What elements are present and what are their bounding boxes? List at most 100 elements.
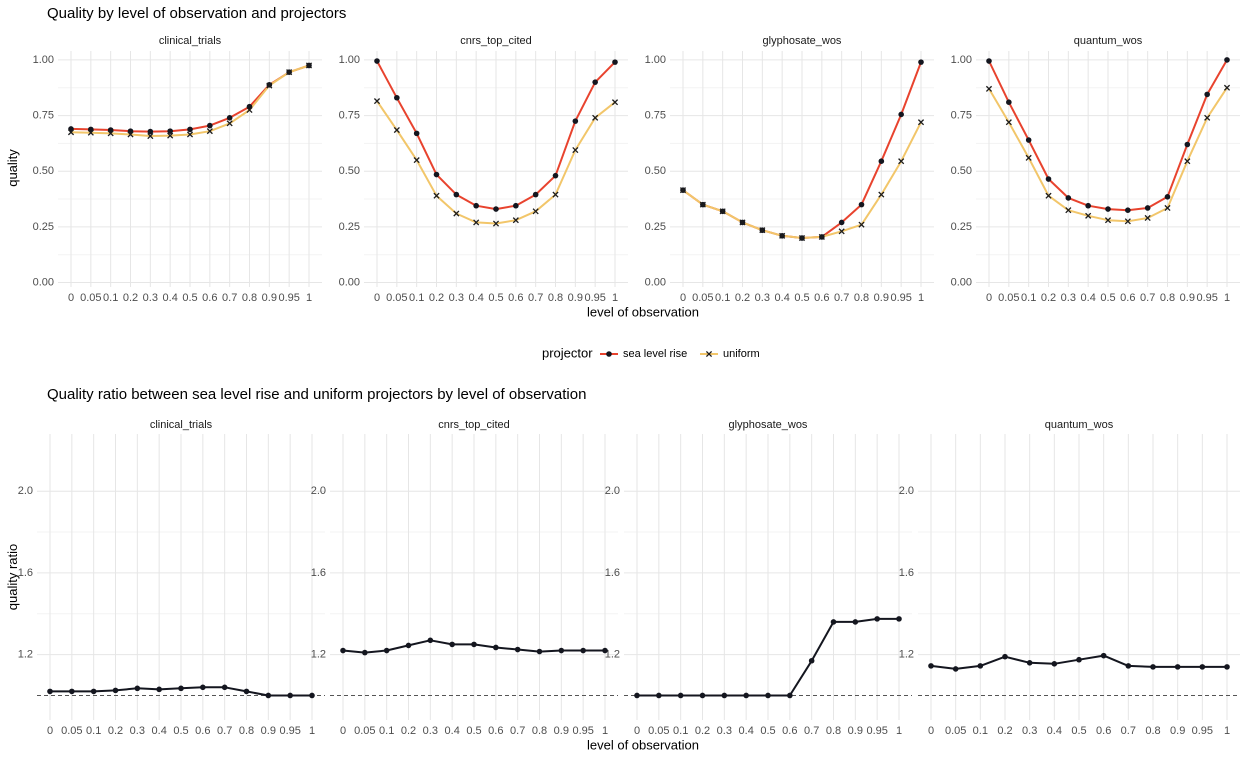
bottom-glyphosate-wos-x-tick-label: 0.4 [739,725,754,737]
bottom-cnrs-top-cited-x-tick-label: 0.4 [445,725,460,737]
data-point-clinical-trials-ratio [265,692,272,699]
top-glyphosate-wos-x-tick-label: 0.1 [715,292,730,304]
data-point-clinical-trials-uniform [206,128,213,135]
data-point-glyphosate-wos-uniform [917,119,925,126]
bottom-quantum-wos-x-tick-label: 0.4 [1047,725,1062,737]
bottom-glyphosate-wos-y-tick-label: 2.0 [605,485,620,497]
data-point-cnrs-top-cited-ratio [536,648,543,655]
bottom-glyphosate-wos-x-tick-label: 0.3 [717,725,732,737]
data-point-quantum-wos-ratio [928,663,934,669]
bottom-clinical-trials-x-tick-label: 0 [47,725,53,737]
top-clinical-trials-x-tick-label: 0 [68,292,74,304]
top-quantum-wos-y-tick-label: 0.00 [951,276,972,288]
data-point-clinical-trials-ratio [90,688,97,695]
data-point-clinical-trials-sea-level-rise [207,122,213,129]
top-glyphosate-wos-x-tick-label: 0.7 [834,292,849,304]
data-point-glyphosate-wos-uniform [818,233,825,240]
data-point-cnrs-top-cited-ratio [383,647,390,654]
top-clinical-trials-y-tick-label: 0.00 [33,276,54,288]
data-point-glyphosate-wos-uniform [838,228,845,235]
top-quantum-wos-x-tick-label: 0.05 [998,292,1019,304]
bottom-quantum-wos-y-tick-label: 1.2 [899,649,914,661]
top-facet-title-quantum-wos: quantum_wos [1074,35,1143,47]
top-glyphosate-wos-x-tick-label: 0.2 [735,292,750,304]
top-glyphosate-wos-x-tick-label: 0.8 [854,292,869,304]
data-point-glyphosate-wos-ratio [721,692,728,699]
data-point-clinical-trials-uniform [226,120,233,127]
data-point-quantum-wos-ratio [1174,664,1181,670]
data-point-cnrs-top-cited-sea-level-rise [453,191,460,198]
data-point-cnrs-top-cited-uniform [592,114,599,121]
data-point-glyphosate-wos-uniform [779,232,786,239]
data-point-cnrs-top-cited-ratio [449,641,455,648]
bottom-clinical-trials-x-tick-label: 0.05 [61,725,82,737]
bottom-cnrs-top-cited-x-tick-label: 0.6 [488,725,503,737]
top-quantum-wos-x-tick-label: 0.9 [1180,292,1195,304]
bottom-quantum-wos-x-tick-label: 0.5 [1071,725,1086,737]
bottom-cnrs-top-cited-x-tick-label: 1 [602,725,608,737]
bottom-cnrs-top-cited-x-tick-label: 0.1 [379,725,394,737]
data-point-quantum-wos-sea-level-rise [1144,205,1151,211]
top-cnrs-top-cited-x-tick-label: 0.2 [429,292,444,304]
data-point-cnrs-top-cited-uniform [512,217,519,224]
bottom-x-axis-label: level of observation [587,737,699,752]
top-quantum-wos-x-tick-label: 0.7 [1140,292,1155,304]
top-cnrs-top-cited-x-tick-label: 0.7 [528,292,543,304]
data-point-glyphosate-wos-ratio [634,692,640,699]
top-clinical-trials-y-tick-label: 0.75 [33,109,54,121]
top-glyphosate-wos-x-tick-label: 0.3 [755,292,770,304]
legend-items: sea level rise uniform [600,348,760,360]
data-point-glyphosate-wos-uniform [878,191,885,198]
data-point-quantum-wos-uniform [1124,218,1131,225]
data-point-quantum-wos-sea-level-rise [986,58,992,64]
data-point-quantum-wos-uniform [985,85,993,92]
top-cnrs-top-cited-x-tick-label: 0.8 [548,292,563,304]
data-point-cnrs-top-cited-uniform [532,208,539,215]
data-point-clinical-trials-ratio [221,684,228,691]
data-point-glyphosate-wos-ratio [656,692,662,699]
bottom-facet-title-quantum-wos: quantum_wos [1045,419,1114,431]
data-point-quantum-wos-sea-level-rise [1045,176,1052,182]
bottom-clinical-trials-y-tick-label: 2.0 [18,485,33,497]
bottom-quantum-wos-x-tick-label: 0.3 [1022,725,1037,737]
data-point-clinical-trials-ratio [69,688,75,695]
data-point-cnrs-top-cited-sea-level-rise [612,59,618,65]
data-point-clinical-trials-uniform [286,69,293,76]
data-point-glyphosate-wos-sea-level-rise [898,111,904,118]
data-point-clinical-trials-uniform [127,131,134,138]
data-point-cnrs-top-cited-uniform [433,192,440,199]
bottom-glyphosate-wos-x-tick-label: 0.9 [848,725,863,737]
top-cnrs-top-cited-x-tick-label: 1 [612,292,618,304]
data-point-quantum-wos-ratio [1051,661,1058,667]
data-point-clinical-trials-ratio [112,687,119,694]
data-point-cnrs-top-cited-ratio [602,647,608,654]
top-quantum-wos-y-tick-label: 0.75 [951,109,972,121]
top-clinical-trials-x-tick-label: 0.4 [163,292,178,304]
bottom-chart-marks [37,616,1240,699]
top-cnrs-top-cited-x-tick-label: 0.9 [568,292,583,304]
data-point-cnrs-top-cited-ratio [558,647,565,654]
top-quantum-wos-x-tick-label: 0.5 [1100,292,1115,304]
data-point-quantum-wos-uniform [1204,114,1211,121]
data-point-cnrs-top-cited-uniform [373,98,381,105]
data-point-glyphosate-wos-uniform [798,234,806,242]
data-point-quantum-wos-ratio [1026,660,1033,666]
bottom-chart-title: Quality ratio between sea level rise and… [47,386,586,403]
data-point-quantum-wos-sea-level-rise [1085,202,1091,209]
legend-title: projector [542,345,593,360]
top-clinical-trials-x-tick-label: 0.1 [103,292,118,304]
bottom-cnrs-top-cited-x-tick-label: 0.95 [572,725,593,737]
top-cnrs-top-cited-x-tick-label: 0.3 [449,292,464,304]
top-quantum-wos-x-tick-label: 0.3 [1061,292,1076,304]
data-point-cnrs-top-cited-sea-level-rise [592,79,598,85]
data-point-glyphosate-wos-ratio [677,692,684,699]
bottom-quantum-wos-x-tick-label: 0.95 [1192,725,1213,737]
data-point-cnrs-top-cited-uniform [393,126,400,134]
data-point-clinical-trials-ratio [309,692,315,699]
data-point-cnrs-top-cited-uniform [492,220,500,227]
top-glyphosate-wos-x-tick-label: 1 [918,292,924,304]
data-point-clinical-trials-uniform [167,132,174,139]
bottom-glyphosate-wos-x-tick-label: 1 [896,725,902,737]
data-point-clinical-trials-ratio [178,685,184,692]
top-cnrs-top-cited-x-tick-label: 0.6 [508,292,523,304]
